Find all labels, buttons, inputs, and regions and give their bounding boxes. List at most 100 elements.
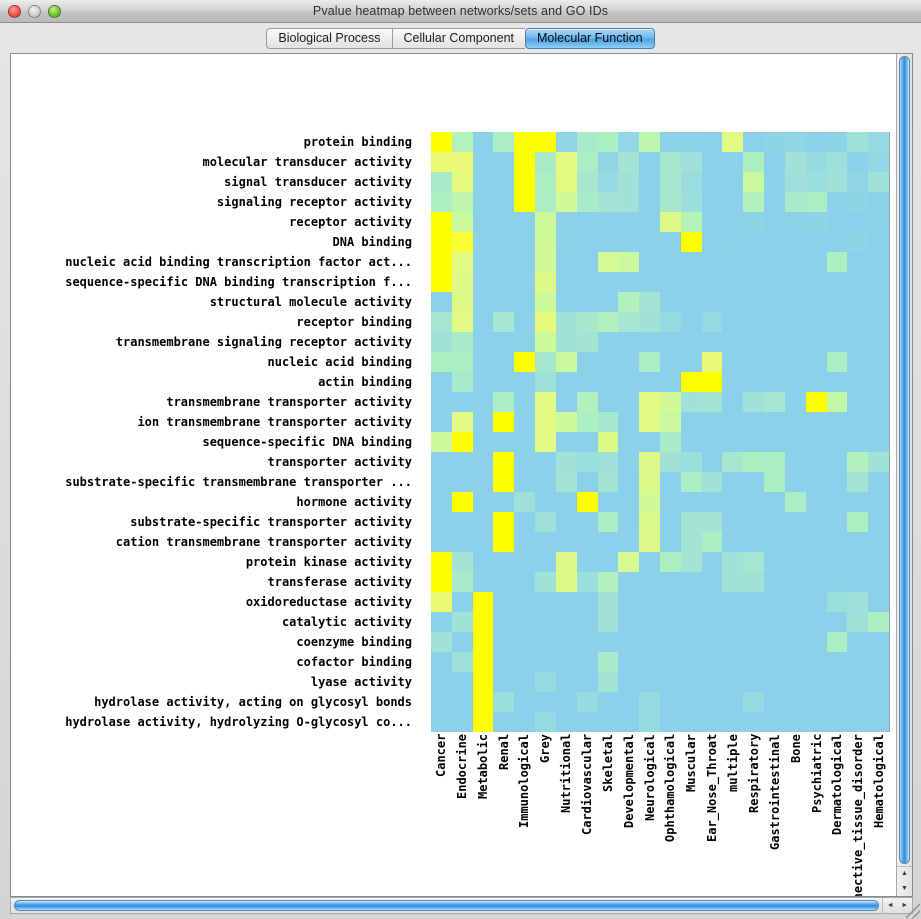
heatmap-cell[interactable] [514,452,536,472]
heatmap-cell[interactable] [701,352,723,372]
heatmap-cell[interactable] [431,712,452,732]
heatmap-cell[interactable] [826,272,848,292]
heatmap-cell[interactable] [451,152,473,172]
scroll-down-icon[interactable]: ▼ [901,884,908,892]
heatmap-cell[interactable] [826,372,848,392]
heatmap-cell[interactable] [576,312,598,332]
heatmap-cell[interactable] [722,512,744,532]
heatmap-cell[interactable] [597,572,619,592]
heatmap-cell[interactable] [722,232,744,252]
heatmap-cell[interactable] [743,232,765,252]
heatmap-cell[interactable] [743,152,765,172]
heatmap-cell[interactable] [680,392,702,412]
heatmap-cell[interactable] [660,512,681,532]
heatmap-cell[interactable] [826,392,848,412]
heatmap-cell[interactable] [514,472,536,492]
heatmap-cell[interactable] [826,412,848,432]
heatmap-cell[interactable] [472,312,494,332]
heatmap-cell[interactable] [618,512,640,532]
heatmap-cell[interactable] [493,332,515,352]
heatmap-cell[interactable] [639,612,660,632]
heatmap-cell[interactable] [535,152,556,172]
heatmap-cell[interactable] [784,592,806,612]
heatmap-cell[interactable] [639,472,660,492]
heatmap-cell[interactable] [805,532,827,552]
heatmap-cell[interactable] [805,552,827,572]
heatmap-cell[interactable] [431,272,452,292]
heatmap-cell[interactable] [576,192,598,212]
heatmap-cell[interactable] [639,172,660,192]
heatmap-cell[interactable] [535,612,556,632]
heatmap-cell[interactable] [597,392,619,412]
heatmap-cell[interactable] [618,412,640,432]
heatmap-cell[interactable] [431,372,452,392]
heatmap-cell[interactable] [535,212,556,232]
heatmap-cell[interactable] [805,652,827,672]
heatmap-cell[interactable] [431,352,452,372]
heatmap-grid[interactable] [431,132,890,732]
title-bar[interactable]: Pvalue heatmap between networks/sets and… [0,0,921,23]
heatmap-cell[interactable] [701,132,723,152]
heatmap-cell[interactable] [847,492,869,512]
heatmap-cell[interactable] [868,392,889,412]
heatmap-cell[interactable] [868,692,889,712]
heatmap-cell[interactable] [472,132,494,152]
heatmap-cell[interactable] [597,592,619,612]
heatmap-cell[interactable] [847,412,869,432]
heatmap-canvas[interactable]: protein binding molecular transducer acti… [11,54,896,896]
heatmap-cell[interactable] [784,252,806,272]
heatmap-cell[interactable] [847,612,869,632]
heatmap-cell[interactable] [514,292,536,312]
heatmap-cell[interactable] [618,572,640,592]
heatmap-cell[interactable] [639,672,660,692]
heatmap-cell[interactable] [722,692,744,712]
heatmap-cell[interactable] [784,492,806,512]
heatmap-cell[interactable] [680,532,702,552]
heatmap-cell[interactable] [805,192,827,212]
heatmap-cell[interactable] [576,512,598,532]
heatmap-cell[interactable] [472,372,494,392]
heatmap-cell[interactable] [764,232,785,252]
heatmap-cell[interactable] [805,372,827,392]
heatmap-cell[interactable] [826,532,848,552]
heatmap-cell[interactable] [451,492,473,512]
heatmap-cell[interactable] [868,632,889,652]
heatmap-cell[interactable] [826,672,848,692]
heatmap-cell[interactable] [868,172,889,192]
heatmap-cell[interactable] [431,652,452,672]
heatmap-cell[interactable] [597,452,619,472]
heatmap-cell[interactable] [639,392,660,412]
heatmap-cell[interactable] [618,312,640,332]
heatmap-cell[interactable] [868,152,889,172]
heatmap-cell[interactable] [639,232,660,252]
heatmap-cell[interactable] [597,312,619,332]
heatmap-cell[interactable] [743,572,765,592]
heatmap-cell[interactable] [555,452,577,472]
heatmap-cell[interactable] [514,592,536,612]
heatmap-cell[interactable] [576,552,598,572]
heatmap-cell[interactable] [618,672,640,692]
heatmap-cell[interactable] [764,612,785,632]
heatmap-cell[interactable] [743,272,765,292]
heatmap-cell[interactable] [431,492,452,512]
heatmap-cell[interactable] [701,272,723,292]
heatmap-cell[interactable] [868,332,889,352]
heatmap-cell[interactable] [597,632,619,652]
heatmap-cell[interactable] [597,552,619,572]
heatmap-cell[interactable] [555,692,577,712]
heatmap-cell[interactable] [826,432,848,452]
heatmap-cell[interactable] [618,352,640,372]
heatmap-cell[interactable] [701,532,723,552]
heatmap-cell[interactable] [847,652,869,672]
heatmap-cell[interactable] [618,252,640,272]
heatmap-cell[interactable] [451,392,473,412]
heatmap-cell[interactable] [847,452,869,472]
heatmap-cell[interactable] [826,692,848,712]
heatmap-cell[interactable] [514,492,536,512]
heatmap-cell[interactable] [701,232,723,252]
heatmap-cell[interactable] [805,172,827,192]
heatmap-cell[interactable] [764,272,785,292]
heatmap-cell[interactable] [680,212,702,232]
heatmap-cell[interactable] [535,452,556,472]
heatmap-cell[interactable] [701,652,723,672]
